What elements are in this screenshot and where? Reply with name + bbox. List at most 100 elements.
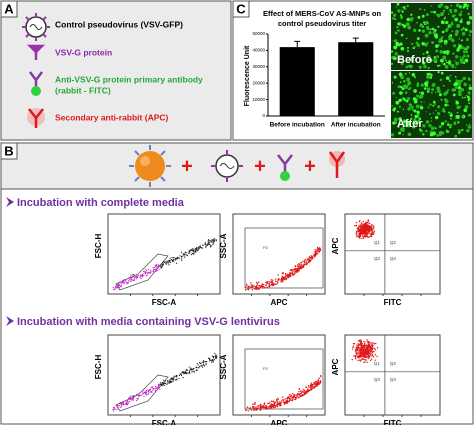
event bbox=[113, 406, 116, 408]
event bbox=[210, 244, 212, 247]
cell bbox=[457, 43, 460, 46]
event bbox=[205, 245, 207, 248]
event bbox=[355, 225, 357, 227]
event bbox=[372, 229, 374, 231]
event bbox=[277, 282, 279, 284]
cell bbox=[409, 18, 413, 22]
cell bbox=[398, 105, 401, 109]
cell bbox=[426, 56, 431, 61]
event bbox=[209, 360, 211, 362]
event bbox=[166, 383, 169, 385]
event bbox=[211, 361, 213, 363]
cell bbox=[402, 79, 406, 83]
event bbox=[302, 260, 304, 262]
row-title: Incubation with complete media bbox=[17, 197, 185, 209]
event bbox=[366, 224, 368, 226]
y-axis-label: SSC-A bbox=[219, 233, 228, 258]
cell bbox=[431, 91, 433, 94]
cell bbox=[395, 51, 398, 55]
event bbox=[166, 261, 168, 263]
y-tick-label: 40000 bbox=[252, 48, 265, 53]
cell bbox=[416, 110, 420, 114]
event bbox=[301, 267, 303, 269]
gate-label: P2 bbox=[263, 366, 269, 371]
event bbox=[173, 376, 175, 378]
event bbox=[298, 269, 300, 271]
cell bbox=[434, 115, 439, 120]
event bbox=[289, 272, 291, 274]
event bbox=[367, 229, 369, 231]
event bbox=[170, 378, 172, 380]
event bbox=[128, 279, 131, 281]
event bbox=[272, 279, 274, 281]
event bbox=[179, 373, 181, 375]
event bbox=[160, 266, 162, 268]
event bbox=[361, 237, 363, 240]
cell bbox=[390, 133, 395, 137]
event bbox=[137, 398, 140, 400]
cell bbox=[449, 113, 453, 117]
event bbox=[184, 371, 186, 373]
event bbox=[368, 357, 370, 359]
event bbox=[124, 403, 127, 405]
event bbox=[130, 278, 132, 281]
event bbox=[191, 249, 194, 251]
event bbox=[366, 353, 368, 356]
event bbox=[146, 274, 148, 276]
event bbox=[369, 359, 372, 362]
event bbox=[202, 360, 205, 362]
event bbox=[155, 265, 158, 267]
event bbox=[205, 360, 207, 363]
event bbox=[367, 232, 369, 235]
y-axis-label: SSC-A bbox=[219, 354, 228, 379]
event bbox=[207, 357, 210, 359]
event bbox=[274, 401, 277, 403]
event bbox=[254, 286, 257, 288]
event bbox=[137, 394, 139, 396]
cell bbox=[410, 13, 413, 16]
event bbox=[252, 407, 254, 409]
cell bbox=[443, 98, 448, 102]
event bbox=[271, 284, 274, 286]
event bbox=[275, 280, 277, 282]
event bbox=[173, 258, 175, 261]
cell bbox=[438, 93, 442, 97]
cell bbox=[468, 102, 471, 105]
cell bbox=[448, 23, 452, 28]
event bbox=[359, 226, 361, 228]
event bbox=[179, 255, 181, 257]
event bbox=[280, 278, 283, 281]
event bbox=[191, 371, 193, 373]
event bbox=[367, 349, 370, 351]
event bbox=[160, 382, 162, 384]
cell bbox=[390, 11, 394, 14]
event bbox=[297, 397, 300, 399]
event bbox=[173, 375, 175, 377]
cell bbox=[460, 87, 465, 92]
event bbox=[262, 405, 264, 407]
event bbox=[288, 274, 291, 276]
event bbox=[149, 389, 152, 391]
event bbox=[359, 224, 362, 226]
event bbox=[186, 373, 188, 375]
event bbox=[359, 230, 362, 233]
event bbox=[362, 237, 365, 239]
cell bbox=[422, 133, 425, 136]
event bbox=[202, 244, 204, 246]
event bbox=[172, 380, 174, 383]
event bbox=[320, 375, 322, 378]
x-axis-label: FITC bbox=[384, 419, 402, 425]
cell bbox=[422, 16, 424, 18]
event bbox=[144, 272, 146, 274]
event bbox=[247, 286, 249, 289]
cell bbox=[395, 96, 398, 99]
protein-icon bbox=[26, 44, 46, 60]
event bbox=[318, 247, 321, 249]
event bbox=[180, 374, 183, 377]
gate bbox=[244, 227, 324, 289]
event bbox=[256, 284, 258, 286]
event bbox=[275, 278, 277, 280]
event bbox=[127, 397, 130, 399]
event bbox=[165, 260, 167, 263]
cell bbox=[468, 113, 472, 117]
